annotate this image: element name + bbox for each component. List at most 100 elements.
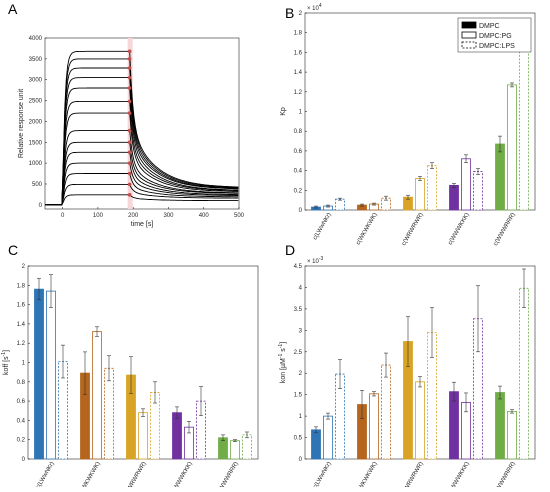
panel-b-kp-bars: 0 0.2 0.4 0.6 0.8 1 1.2 1.4 1.6 1.8 2 × 104 c(LWwNKr… xyxy=(280,3,536,247)
y-tick-label-c: 1 xyxy=(22,361,26,367)
panel-c-koff-bars: 0 0.2 0.4 0.6 0.8 1 1.2 1.4 1.6 1.8 2 c(LWwNKr) c(WK… xyxy=(1,264,259,492)
sensorgram-curve xyxy=(45,77,239,206)
y-axis-label-c: koff [s-1] xyxy=(1,350,10,375)
sensorgram-curve xyxy=(45,162,239,206)
curve-marker xyxy=(127,111,132,115)
category-label-d: c(WKWKWK) xyxy=(356,461,379,487)
curve-marker xyxy=(127,57,132,61)
panel-d-kon-bars: 0 0.5 1 1.5 2 2.5 3 3.5 4 4.5 × 10-3 c(LWwNKr) c(WKW… xyxy=(278,256,536,492)
bar-dmpc-pg-b xyxy=(415,178,425,211)
curve-marker xyxy=(127,150,132,155)
sensorgram-curve xyxy=(45,141,239,206)
category-label-b: c(WKWKWK) xyxy=(356,212,379,246)
panel-letter-d: D xyxy=(285,242,295,258)
x-tick-label-a: 300 xyxy=(163,213,174,219)
bar-dmpc-pg-c xyxy=(46,290,56,460)
panel-letter-b: B xyxy=(285,5,294,21)
y-tick-label-b: 1.6 xyxy=(294,50,303,56)
y-tick-label-a: 1000 xyxy=(29,161,43,167)
legend-swatch xyxy=(461,41,477,49)
sensorgram-curve xyxy=(45,194,239,206)
y-tick-label-d: 0 xyxy=(299,457,303,463)
y-axis-label-d: kon [µM-1 s-1] xyxy=(278,342,287,383)
category-label-c: c(LWwNKr) xyxy=(35,461,55,487)
category-label-d: c(WWWKKK) xyxy=(448,461,471,487)
y-tick-label-a: 2000 xyxy=(29,119,43,125)
curve-marker xyxy=(127,75,132,80)
legend-label: DMPC:PG xyxy=(479,33,512,40)
sensorgram-curve xyxy=(45,50,239,206)
panel-letter-a: A xyxy=(8,1,18,17)
y-axis-label-a: Relative response unit xyxy=(18,89,25,158)
category-label-c: c(WWWKKK) xyxy=(171,461,194,487)
curve-marker xyxy=(127,99,132,104)
y-tick-label-d: 1.5 xyxy=(294,393,303,399)
y-tick-label-c: 0.8 xyxy=(17,380,26,386)
category-label-b: c(WWWKKK) xyxy=(448,212,471,246)
y-tick-label-b: 0.6 xyxy=(294,149,303,155)
y-tick-label-b: 0.2 xyxy=(294,188,303,194)
y-tick-label-b: 1.8 xyxy=(294,31,303,37)
bar-dmpc-pg-d xyxy=(415,381,425,460)
y-tick-label-c: 0.6 xyxy=(17,399,26,405)
bar-dmpc-pg-d xyxy=(507,410,517,460)
y-tick-label-b: 0.4 xyxy=(294,169,303,175)
panel-a-sensorgram: 0 100 200 300 400 500 0 500 1000 1500 2000 2500 3000… xyxy=(18,36,245,228)
bar-dmpc-lps-b xyxy=(427,165,437,211)
legend-swatch xyxy=(461,31,477,39)
y-tick-label-c: 1.4 xyxy=(17,322,26,328)
legend-label: DMPC xyxy=(479,23,500,30)
curve-marker xyxy=(127,161,132,165)
curve-marker xyxy=(127,128,132,133)
sensorgram-curve xyxy=(45,87,239,206)
curve-marker xyxy=(127,193,132,197)
y-tick-label-c: 0 xyxy=(22,457,26,463)
y-tick-label-a: 4000 xyxy=(29,36,43,42)
category-label-d: c(WWWRRR) xyxy=(493,461,517,487)
category-label-d: c(WRWRWR) xyxy=(401,461,425,487)
sensorgram-curve xyxy=(45,130,239,206)
y-tick-label-d: 4.5 xyxy=(294,264,303,270)
y-tick-label-a: 2500 xyxy=(29,99,43,105)
y-tick-label-d: 2.5 xyxy=(294,350,303,356)
y-tick-label-b: 1 xyxy=(299,110,303,116)
curve-marker xyxy=(127,171,132,176)
bar-dmpc-lps-c xyxy=(242,434,252,460)
curve-marker xyxy=(127,66,132,70)
bar-dmpc-pg-c xyxy=(92,331,102,460)
y-tick-label-c: 1.6 xyxy=(17,303,26,309)
y-tick-label-d: 1 xyxy=(299,414,303,420)
y-tick-label-d: 2 xyxy=(299,371,303,377)
legend-swatch xyxy=(461,21,477,29)
x-tick-label-a: 500 xyxy=(234,213,245,219)
y-exponent-b: × 104 xyxy=(307,3,322,12)
y-tick-label-a: 1500 xyxy=(29,140,43,146)
y-tick-label-d: 3.5 xyxy=(294,307,303,313)
sensorgram-curve xyxy=(45,100,239,206)
bar-dmpc-lps-b xyxy=(335,198,345,211)
category-label-b: c(LWwNKr) xyxy=(312,212,332,241)
bar-dmpc-d xyxy=(449,391,459,460)
category-label-b: c(WRWRWR) xyxy=(401,212,425,247)
x-tick-label-a: 400 xyxy=(199,213,210,219)
bar-dmpc-pg-d xyxy=(369,393,379,460)
bar-dmpc-pg-b xyxy=(461,158,471,211)
category-label-c: c(WWWRRR) xyxy=(216,461,240,487)
sensorgram-curve xyxy=(45,151,239,206)
curve-marker xyxy=(127,140,132,145)
bar-dmpc-d xyxy=(495,392,505,460)
bar-dmpc-pg-b xyxy=(507,84,517,211)
y-tick-label-c: 0.2 xyxy=(17,438,26,444)
x-tick-label-a: 100 xyxy=(93,213,104,219)
x-tick-label-a: 200 xyxy=(128,213,139,219)
bar-dmpc-d xyxy=(311,429,321,460)
bar-dmpc-b xyxy=(449,184,459,211)
y-tick-label-b: 2 xyxy=(299,11,303,17)
bar-dmpc-lps-c xyxy=(104,367,114,460)
bar-dmpc-lps-d xyxy=(519,287,529,460)
y-tick-label-c: 1.2 xyxy=(17,341,26,347)
x-tick-label-a: 0 xyxy=(61,213,65,219)
y-tick-label-a: 3500 xyxy=(29,57,43,63)
legend-label: DMPC:LPS xyxy=(479,43,515,50)
